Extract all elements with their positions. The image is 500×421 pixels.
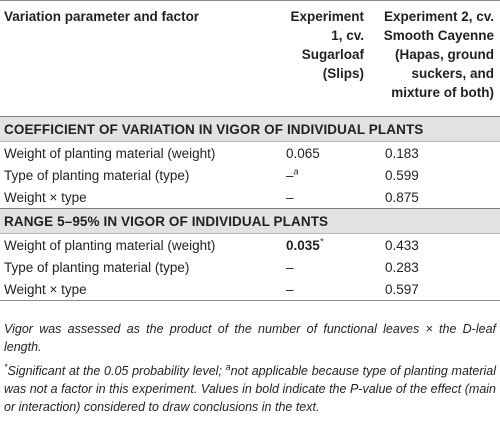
exp1-cell: – xyxy=(280,278,372,301)
header-experiment-1: Experiment 1, cv. Sugarloaf (Slips) xyxy=(280,0,372,117)
header-exp1-line: 1, cv. xyxy=(331,28,364,43)
header-exp2-line: (Hapas, ground xyxy=(394,47,494,62)
exp1-value: – xyxy=(286,189,294,205)
table-row: Weight of planting material (weight) 0.0… xyxy=(0,234,500,257)
exp1-cell: –a xyxy=(280,164,372,186)
significance-text: Significant at the 0.05 probability leve… xyxy=(7,364,226,378)
section-title: RANGE 5–95% IN VIGOR OF INDIVIDUAL PLANT… xyxy=(0,208,500,234)
exp1-value-significant: 0.035 xyxy=(286,237,320,253)
significance-note: *Significant at the 0.05 probability lev… xyxy=(4,362,496,416)
exp1-value: – xyxy=(286,167,294,183)
significance-marker: * xyxy=(319,236,324,246)
header-exp2-line: Smooth Cayenne xyxy=(383,28,494,43)
section-header: RANGE 5–95% IN VIGOR OF INDIVIDUAL PLANT… xyxy=(0,208,500,234)
exp2-cell: 0.599 xyxy=(385,167,419,183)
not-applicable-text: not applicable because type of planting … xyxy=(4,364,497,414)
exp1-cell: 0.035* xyxy=(280,234,372,257)
header-exp1-line: Sugarloaf xyxy=(301,47,364,62)
section-header: COEFFICIENT OF VARIATION IN VIGOR OF IND… xyxy=(0,116,500,142)
exp1-value: 0.065 xyxy=(286,145,320,161)
table-row: Type of planting material (type) –a 0.59… xyxy=(0,164,500,186)
exp2-cell: 0.597 xyxy=(372,278,500,301)
header-exp1-line: Experiment xyxy=(290,9,364,24)
exp1-value: – xyxy=(286,281,294,297)
factor-cell: Weight of planting material (weight) xyxy=(4,145,216,161)
footnote-marker-a: a xyxy=(293,166,299,176)
factor-cell: Weight × type xyxy=(0,278,280,301)
section-title: COEFFICIENT OF VARIATION IN VIGOR OF IND… xyxy=(0,116,500,142)
factor-cell: Type of planting material (type) xyxy=(4,259,190,275)
header-experiment-2: Experiment 2, cv. Smooth Cayenne (Hapas,… xyxy=(372,0,500,117)
footnote-marker-a: a xyxy=(225,361,231,372)
header-exp2-line: suckers, and xyxy=(411,66,494,81)
table-row: Weight of planting material (weight) 0.0… xyxy=(0,142,500,165)
header-row: Variation parameter and factor Experimen… xyxy=(0,0,500,117)
table-row: Type of planting material (type) – 0.283 xyxy=(0,256,500,278)
table-footnotes: Vigor was assessed as the product of the… xyxy=(4,320,496,416)
vigor-note: Vigor was assessed as the product of the… xyxy=(4,322,496,354)
data-table: Variation parameter and factor Experimen… xyxy=(0,0,500,301)
exp2-cell: 0.283 xyxy=(385,259,419,275)
header-exp2-line: mixture of both) xyxy=(391,85,494,100)
exp2-cell: 0.433 xyxy=(385,237,419,253)
exp1-cell: 0.065 xyxy=(280,142,372,165)
exp1-cell: – xyxy=(280,186,372,209)
exp2-cell: 0.183 xyxy=(385,145,419,161)
factor-cell: Weight × type xyxy=(4,189,87,205)
header-exp1-line: (Slips) xyxy=(322,66,364,81)
significance-marker: * xyxy=(4,361,8,372)
header-exp2-line: Experiment 2, cv. xyxy=(383,9,494,24)
table-row: Weight × type – 0.875 xyxy=(0,186,500,209)
exp1-cell: – xyxy=(280,256,372,278)
header-factor: Variation parameter and factor xyxy=(0,0,280,117)
factor-cell: Weight of planting material (weight) xyxy=(4,237,216,253)
exp2-cell: 0.875 xyxy=(385,189,419,205)
table-row: Weight × type – 0.597 xyxy=(0,278,500,301)
factor-cell: Type of planting material (type) xyxy=(4,167,190,183)
exp1-value: – xyxy=(286,259,294,275)
